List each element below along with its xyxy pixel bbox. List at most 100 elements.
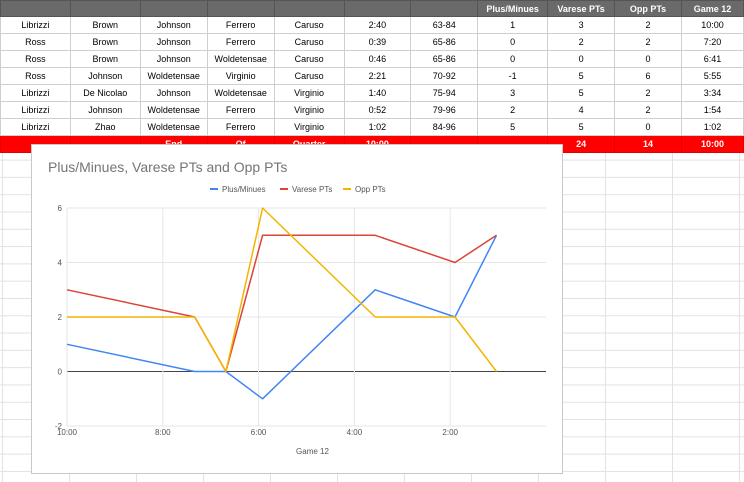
table-cell[interactable]: 5 bbox=[547, 84, 616, 102]
table-cell[interactable]: Virginio bbox=[273, 84, 345, 102]
table-cell[interactable]: Librizzi bbox=[0, 101, 71, 119]
table-row: Ross Johnson Woldetensae Virginio Caruso 2:21… bbox=[0, 67, 744, 85]
table-cell[interactable]: 2 bbox=[614, 101, 682, 119]
table-cell[interactable]: Woldetensae bbox=[139, 67, 208, 85]
table-cell[interactable]: De Nicolao bbox=[69, 84, 141, 102]
table-cell[interactable]: 5 bbox=[547, 67, 616, 85]
table-cell[interactable]: 2:21 bbox=[343, 67, 412, 85]
table-cell[interactable]: 1 bbox=[477, 16, 549, 34]
table-cell[interactable]: 79-96 bbox=[410, 101, 479, 119]
table-cell[interactable]: Johnson bbox=[69, 67, 141, 85]
table-cell[interactable]: Ross bbox=[0, 50, 71, 68]
table-cell[interactable]: 2 bbox=[547, 33, 616, 51]
table-cell[interactable]: Ross bbox=[0, 33, 71, 51]
table-cell[interactable]: Johnson bbox=[139, 84, 208, 102]
column-header[interactable] bbox=[69, 0, 141, 17]
header-row: Plus/Minues Varese PTs Opp PTs Game 12 bbox=[0, 0, 744, 17]
column-header[interactable]: Game 12 bbox=[680, 0, 744, 17]
table-cell[interactable]: Caruso bbox=[273, 50, 345, 68]
table-cell[interactable]: 24 bbox=[547, 135, 616, 153]
table-cell[interactable]: 84-96 bbox=[410, 118, 479, 136]
table-cell[interactable]: 6:41 bbox=[680, 50, 744, 68]
table-cell[interactable]: 3 bbox=[477, 84, 549, 102]
table-cell[interactable]: 2 bbox=[614, 84, 682, 102]
table-cell[interactable]: Ferrero bbox=[206, 33, 275, 51]
table-cell[interactable]: 63-84 bbox=[410, 16, 479, 34]
column-header[interactable]: Varese PTs bbox=[547, 0, 616, 17]
table-cell[interactable]: Brown bbox=[69, 33, 141, 51]
table-cell[interactable]: 4 bbox=[547, 101, 616, 119]
table-cell[interactable]: Johnson bbox=[139, 33, 208, 51]
table-cell[interactable]: 0 bbox=[547, 50, 616, 68]
x-tick-label: 4:00 bbox=[347, 428, 363, 437]
y-tick-label: 6 bbox=[58, 204, 63, 213]
table-cell[interactable]: 70-92 bbox=[410, 67, 479, 85]
table-cell[interactable]: Woldetensae bbox=[206, 50, 275, 68]
table-cell[interactable]: 6 bbox=[614, 67, 682, 85]
table-cell[interactable]: 1:02 bbox=[680, 118, 744, 136]
table-cell[interactable]: Johnson bbox=[139, 16, 208, 34]
table-cell[interactable]: Brown bbox=[69, 50, 141, 68]
table-cell[interactable]: 1:40 bbox=[343, 84, 412, 102]
table-cell[interactable]: Virginio bbox=[273, 101, 345, 119]
chart-card[interactable]: Plus/Minues, Varese PTs and Opp PTs -2 0 2… bbox=[31, 144, 563, 474]
table-cell[interactable]: 0:46 bbox=[343, 50, 412, 68]
column-header[interactable] bbox=[0, 0, 71, 17]
legend-label: Plus/Minues bbox=[222, 185, 266, 194]
table-cell[interactable]: Caruso bbox=[273, 33, 345, 51]
table-cell[interactable]: 0:39 bbox=[343, 33, 412, 51]
table-cell[interactable]: Ferrero bbox=[206, 101, 275, 119]
table-cell[interactable]: Ferrero bbox=[206, 16, 275, 34]
table-cell[interactable]: 1:54 bbox=[680, 101, 744, 119]
table-cell[interactable]: 0:52 bbox=[343, 101, 412, 119]
table-cell[interactable]: 14 bbox=[614, 135, 682, 153]
table-cell[interactable]: Caruso bbox=[273, 67, 345, 85]
table-cell[interactable]: -1 bbox=[477, 67, 549, 85]
series-line bbox=[67, 207, 498, 373]
table-cell[interactable]: 0 bbox=[614, 50, 682, 68]
table-cell[interactable]: Brown bbox=[69, 16, 141, 34]
column-header[interactable] bbox=[206, 0, 275, 17]
table-cell[interactable]: Johnson bbox=[139, 50, 208, 68]
table-cell[interactable]: 2 bbox=[477, 101, 549, 119]
table-cell[interactable]: 10:00 bbox=[680, 135, 744, 153]
column-header[interactable]: Opp PTs bbox=[614, 0, 682, 17]
table-cell[interactable]: Librizzi bbox=[0, 16, 71, 34]
table-cell[interactable]: Johnson bbox=[69, 101, 141, 119]
table-cell[interactable]: Woldetensae bbox=[139, 101, 208, 119]
table-cell[interactable]: 0 bbox=[477, 33, 549, 51]
table-cell[interactable]: 5 bbox=[477, 118, 549, 136]
column-header[interactable] bbox=[343, 0, 412, 17]
table-cell[interactable]: 1:02 bbox=[343, 118, 412, 136]
column-header[interactable] bbox=[410, 0, 479, 17]
table-cell[interactable]: 3 bbox=[547, 16, 616, 34]
table-cell[interactable]: Librizzi bbox=[0, 84, 71, 102]
table-cell[interactable]: 2 bbox=[614, 33, 682, 51]
table-cell[interactable]: 3:34 bbox=[680, 84, 744, 102]
table-cell[interactable]: 10:00 bbox=[680, 16, 744, 34]
table-cell[interactable]: Librizzi bbox=[0, 118, 71, 136]
table-cell[interactable]: 2:40 bbox=[343, 16, 412, 34]
table-cell[interactable]: Virginio bbox=[206, 67, 275, 85]
chart-title: Plus/Minues, Varese PTs and Opp PTs bbox=[48, 159, 288, 175]
table-cell[interactable]: Zhao bbox=[69, 118, 141, 136]
table-cell[interactable]: 75-94 bbox=[410, 84, 479, 102]
column-header[interactable] bbox=[273, 0, 345, 17]
table-cell[interactable]: 0 bbox=[477, 50, 549, 68]
x-tick-label: 6:00 bbox=[251, 428, 267, 437]
table-cell[interactable]: 65-86 bbox=[410, 50, 479, 68]
table-cell[interactable]: 5:55 bbox=[680, 67, 744, 85]
table-cell[interactable]: Caruso bbox=[273, 16, 345, 34]
table-cell[interactable]: Ferrero bbox=[206, 118, 275, 136]
table-cell[interactable]: 2 bbox=[614, 16, 682, 34]
column-header[interactable] bbox=[139, 0, 208, 17]
table-cell[interactable]: 65-86 bbox=[410, 33, 479, 51]
table-cell[interactable]: 0 bbox=[614, 118, 682, 136]
table-cell[interactable]: 5 bbox=[547, 118, 616, 136]
table-cell[interactable]: Ross bbox=[0, 67, 71, 85]
table-cell[interactable]: Virginio bbox=[273, 118, 345, 136]
table-cell[interactable]: Woldetensae bbox=[206, 84, 275, 102]
table-cell[interactable]: Woldetensae bbox=[139, 118, 208, 136]
column-header[interactable]: Plus/Minues bbox=[477, 0, 549, 17]
table-cell[interactable]: 7:20 bbox=[680, 33, 744, 51]
